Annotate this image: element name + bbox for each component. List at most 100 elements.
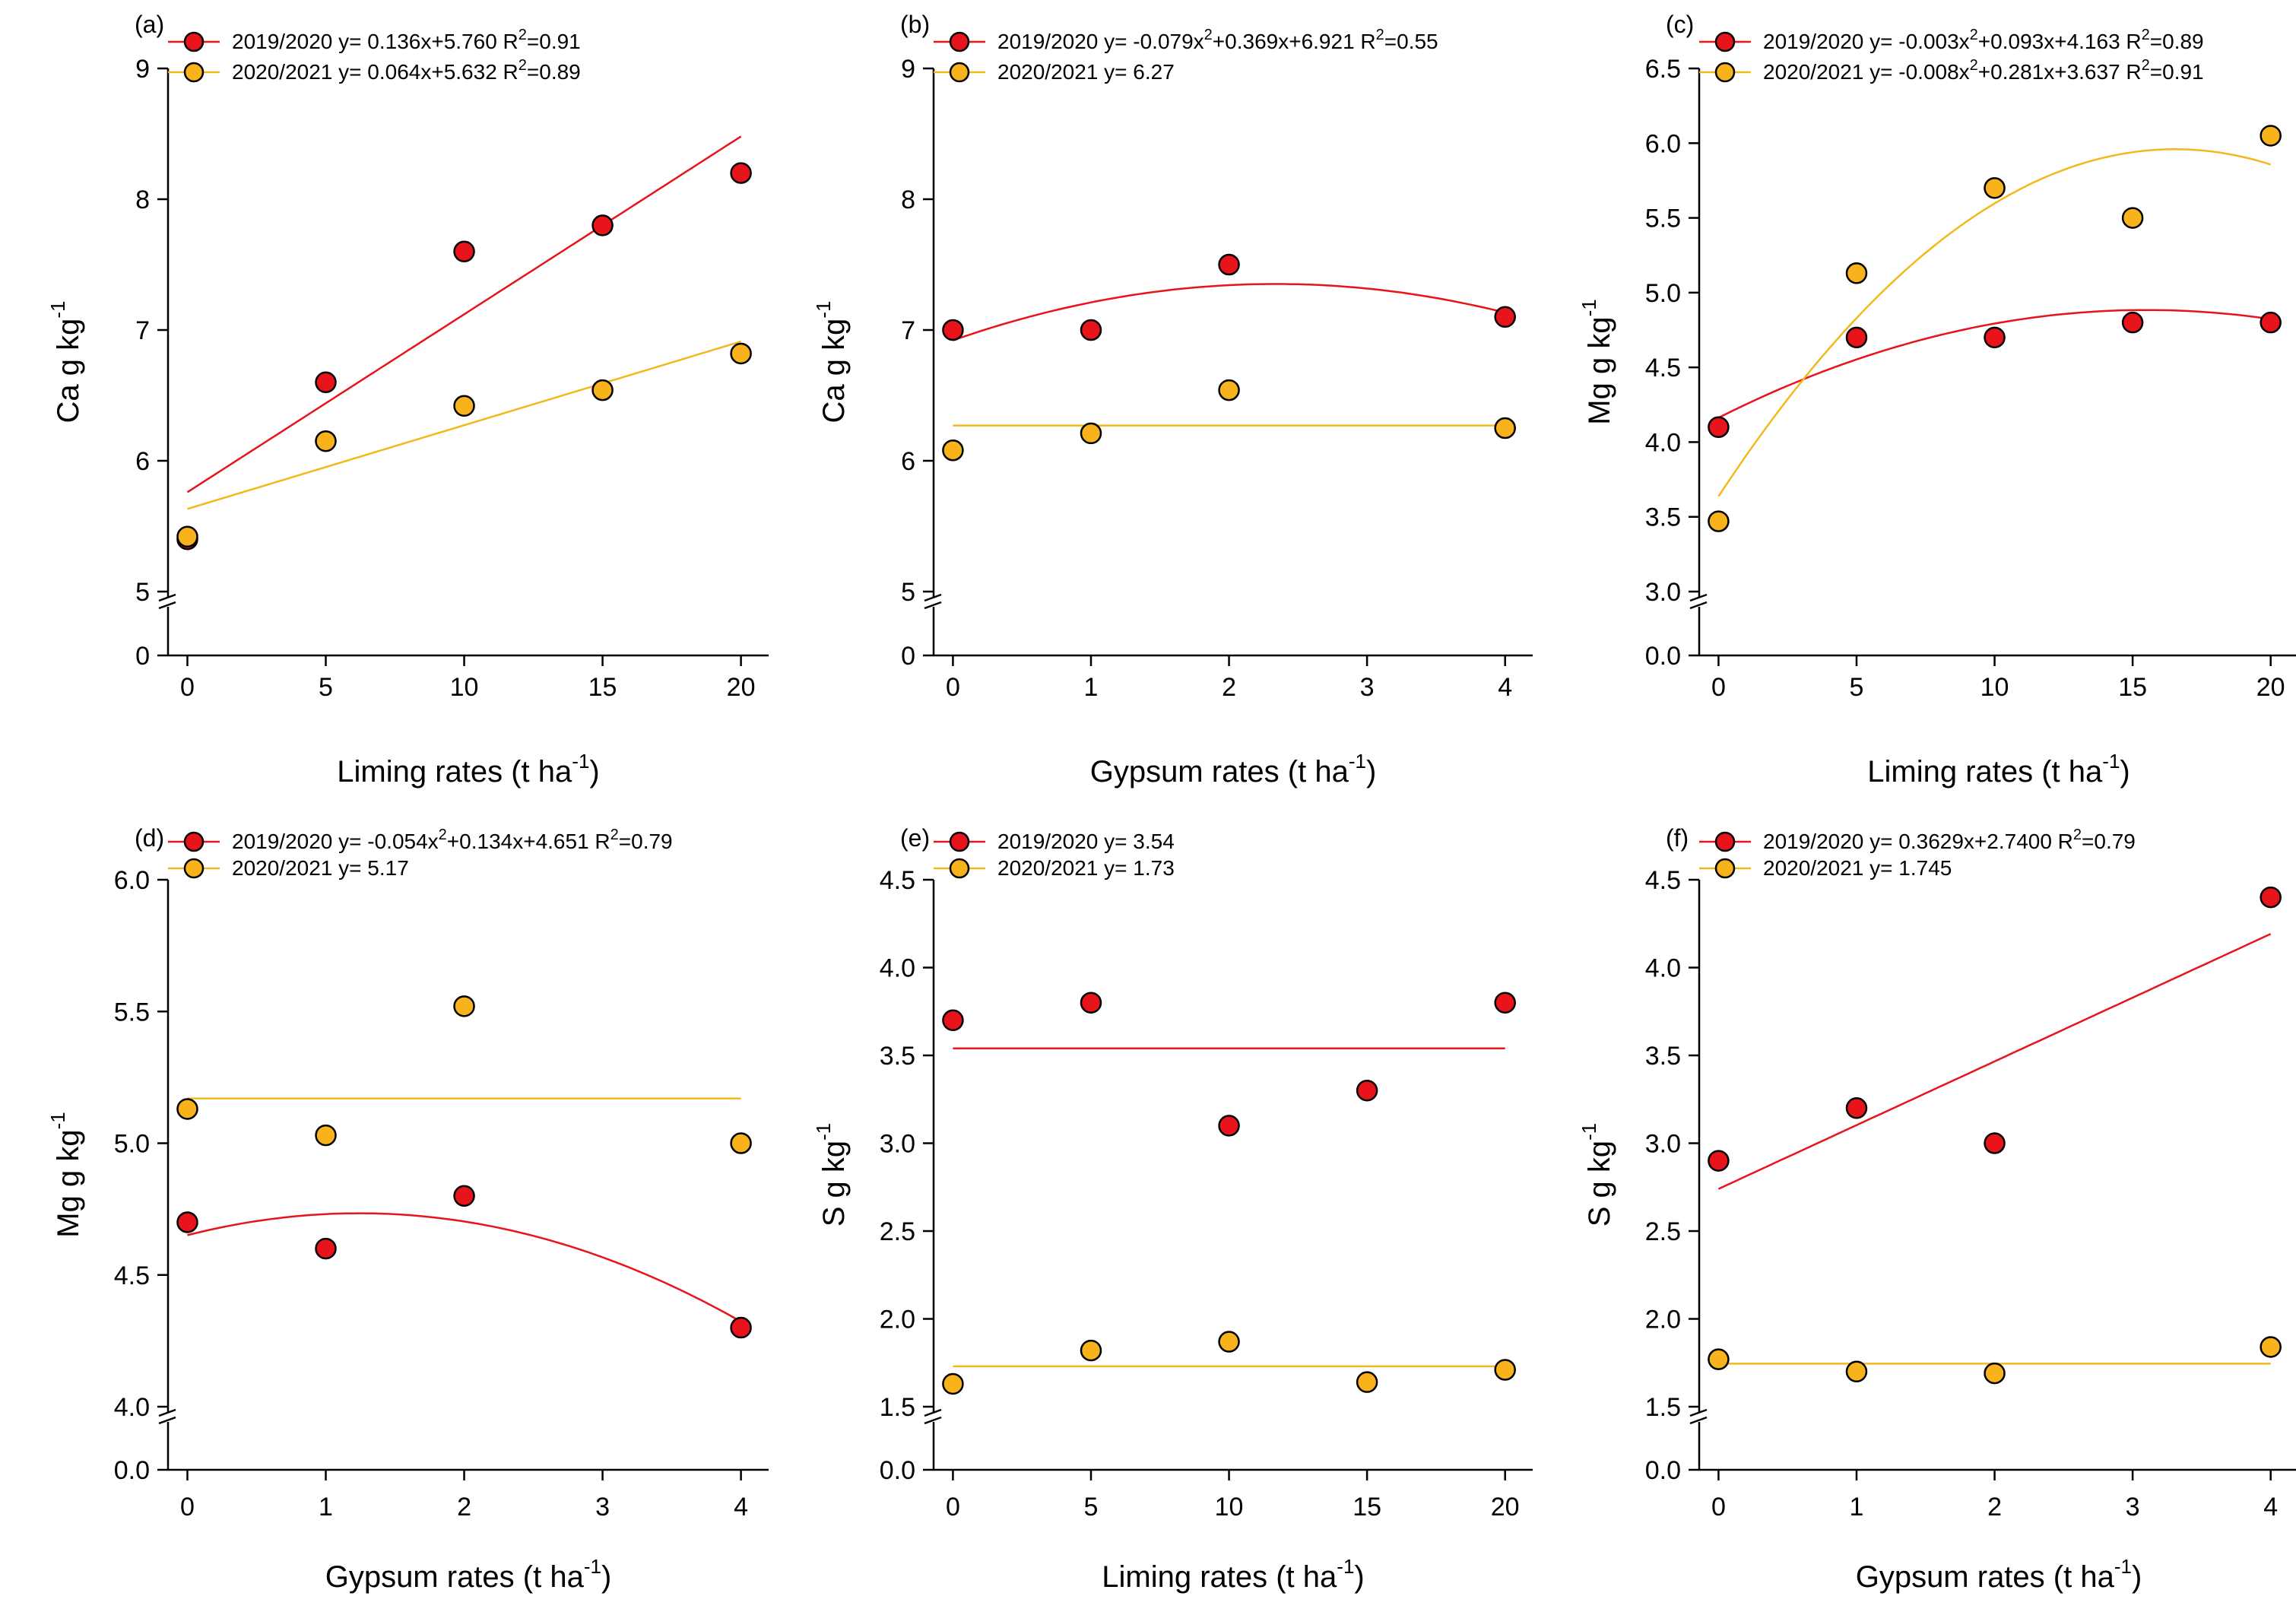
data-point-2020-2021 [1494,1359,1516,1381]
legend-equation: y= 6.27 [1104,60,1175,84]
data-point-2019-2020 [315,1237,337,1260]
data-point-2020-2021 [315,1124,337,1147]
y-tick-label: 2.5 [880,1217,915,1246]
fit-line-2019-2020 [1717,309,2271,419]
data-point-2019-2020 [2121,311,2144,334]
legend-eq-sup: 2 [519,57,527,74]
legend-label: 2019/2020 y= -0.079x2+0.369x+6.921 R2=0.… [997,27,1438,53]
legend-eq-tail: =0.79 [2082,830,2136,853]
x-axis-title-close: ) [1366,755,1376,789]
legend-label: 2020/2021 y= 6.27 [997,60,1175,84]
y-tick-label: 8 [135,186,150,214]
x-tick-label: 4 [2263,1493,2278,1522]
y-tick-label: 3.0 [1645,1130,1681,1159]
axis-break-mark [924,1408,942,1417]
y-tick-label: 4.5 [880,866,915,895]
x-axis-title-sup: -1 [1337,1555,1354,1578]
x-tick-label: 2 [1222,673,1236,702]
legend-eq-tail: +0.093x+4.163 R [1978,30,2142,53]
x-axis-title: Gypsum rates (t ha-1) [325,1555,612,1594]
axis-break-mark [924,1416,942,1425]
y-axis-title-sup: -1 [812,1123,835,1141]
y-tick-label: 5.5 [114,998,150,1027]
legend-eq-tail: =0.89 [2150,30,2204,53]
y-tick-label: 4.0 [114,1393,150,1422]
x-tick-label: 0 [180,1493,195,1522]
data-point-2020-2021 [1984,1362,2006,1385]
panel-d: 4.0 4.5 5.0 5.5 6.0 0.0 0 1 2 3 4 Gypsum rates (t h… [46,824,769,1594]
panel-f: 1.5 2.0 2.5 3.0 3.5 4.0 4.5 0.0 0 1 2 3 4 Gypsum rate… [1578,824,2296,1594]
axis-break-mark [1689,601,1708,610]
panel-c: 3.0 3.5 4.0 4.5 5.0 5.5 6.0 6.5 0.0 0 5 10 15 20 Limin… [1578,11,2296,789]
data-point-2020-2021 [942,1372,964,1395]
panel-label: (e) [900,824,930,852]
y-tick-label: 3.5 [1645,503,1681,532]
data-point-2019-2020 [1356,1079,1378,1102]
x-tick-label: 0 [1711,673,1726,702]
y-axis-title: Ca g kg-1 [812,301,851,424]
y-tick-label: 3.0 [1645,578,1681,607]
legend-eq-tail: +0.369x+6.921 R [1213,30,1376,53]
x-axis-title-close: ) [589,755,599,789]
legend-marker [949,31,970,52]
data-point-2020-2021 [1080,422,1102,445]
x-tick-label: 10 [1980,673,2009,702]
x-tick-label: 5 [1850,673,1864,702]
fit-line-2019-2020 [952,283,1505,341]
x-axis-title-close: ) [1354,1560,1364,1594]
x-axis-title: Liming rates (t ha-1) [1867,750,2130,789]
fit-line-2019-2020 [187,1212,742,1323]
y-tick-label: 4.5 [1645,354,1681,382]
panel-label: (c) [1666,11,1694,38]
y-tick-label: 7 [901,316,915,345]
legend-equation-gap [1098,60,1104,84]
axis-break-mark [924,593,942,602]
legend-label: 2019/2020 y= -0.054x2+0.134x+4.651 R2=0.… [232,827,673,853]
x-tick-label: 5 [319,673,333,702]
data-point-2020-2021 [2260,1336,2282,1358]
legend-marker [949,62,970,83]
data-point-2019-2020 [1708,416,1730,439]
fit-line-2020-2021 [187,340,741,510]
data-point-2020-2021 [1845,1360,1868,1383]
y-axis-title-sup: -1 [46,301,69,319]
x-tick-label: 15 [1353,1493,1381,1522]
data-point-2020-2021 [591,379,614,401]
x-axis-title-sup: -1 [2102,750,2120,773]
legend-equation-gap [1098,30,1104,53]
axis-break-mark [1689,593,1708,602]
data-point-2019-2020 [1218,1115,1240,1137]
fit-line-2019-2020 [1717,933,2272,1190]
data-point-2019-2020 [2260,886,2282,909]
x-tick-label: 20 [2256,673,2285,702]
x-tick-label: 1 [1850,1493,1864,1522]
x-tick-label: 20 [1491,1493,1520,1522]
x-tick-label: 10 [1215,1493,1244,1522]
legend-equation-gap [1098,856,1104,880]
legend-eq-sup: 2 [519,27,527,43]
y-tick-label-zero: 0 [901,642,915,671]
data-point-2019-2020 [453,240,475,263]
data-point-2020-2021 [942,439,964,462]
legend-equation-gap [1863,60,1869,84]
y-tick-label: 3.5 [1645,1042,1681,1071]
legend-label: 2020/2021 y= 1.745 [1763,856,1952,880]
x-axis-title-sup: -1 [2114,1555,2132,1578]
x-tick-label: 1 [319,1493,333,1522]
legend-marker [183,858,205,879]
data-point-2020-2021 [2121,207,2144,229]
legend-equation: y= -0.079x [1104,30,1204,53]
data-point-2019-2020 [1080,992,1102,1014]
x-tick-label: 5 [1084,1493,1099,1522]
x-axis-title-sup: -1 [584,1555,601,1578]
legend-equation: y= -0.054x [338,830,439,853]
y-axis-title: Ca g kg-1 [46,301,85,424]
data-point-2020-2021 [730,342,752,365]
data-point-2019-2020 [1494,306,1516,328]
legend-equation: y= 1.745 [1869,856,1952,880]
data-point-2020-2021 [176,525,198,548]
x-tick-label: 4 [734,1493,748,1522]
legend-marker [1714,62,1736,83]
data-point-2020-2021 [730,1132,752,1154]
data-point-2020-2021 [453,395,475,417]
